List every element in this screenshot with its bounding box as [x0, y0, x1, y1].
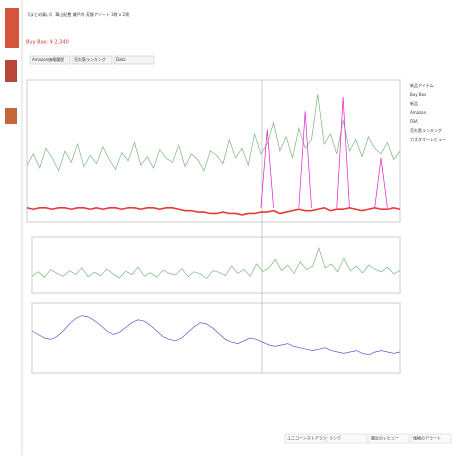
tab-label: Amazon価格履歴: [32, 56, 64, 62]
title: 【まとめ買い】 華山紀豊 瀬戸内 芳醇アソート 3袋 x 2袋: [26, 11, 129, 17]
button-label: ユニコーンストアランキング: [287, 435, 339, 441]
button[interactable]: [284, 433, 326, 444]
thumb: [5, 8, 19, 48]
tab[interactable]: [71, 55, 113, 65]
series-line: [26, 94, 401, 172]
chart-frame: [31, 302, 401, 374]
button-label: 最近のレビュー: [371, 435, 399, 441]
thumb: [5, 60, 17, 82]
series-line: [260, 97, 388, 208]
tab[interactable]: [29, 55, 71, 65]
legend-item: 新品: [410, 100, 418, 106]
legend-item: 新品アイテム: [410, 82, 434, 88]
thumb: [5, 108, 17, 124]
legend-item: 売れ筋ランキング: [410, 127, 442, 133]
legend-item: カスタマーレビュー: [410, 136, 446, 142]
series-line: [26, 206, 401, 216]
button[interactable]: [326, 433, 368, 444]
series-line: [31, 315, 401, 356]
button-label: 価格のアラート: [413, 435, 441, 441]
chart-frame: [31, 236, 401, 294]
legend-item: FBA: [410, 119, 418, 124]
price: Buy Box: ¥ 2,340: [26, 40, 69, 46]
chart-frame: [26, 79, 401, 223]
tab-label: 売れ筋ランキング: [74, 56, 106, 62]
button-label: ランク: [329, 435, 341, 441]
legend-item: Amazon: [410, 110, 427, 115]
legend-item: Buy Box: [410, 92, 427, 97]
button[interactable]: [368, 433, 410, 444]
tab[interactable]: [113, 55, 155, 65]
series-line: [31, 247, 401, 279]
button[interactable]: [410, 433, 452, 444]
tab-label: Data: [116, 57, 126, 62]
